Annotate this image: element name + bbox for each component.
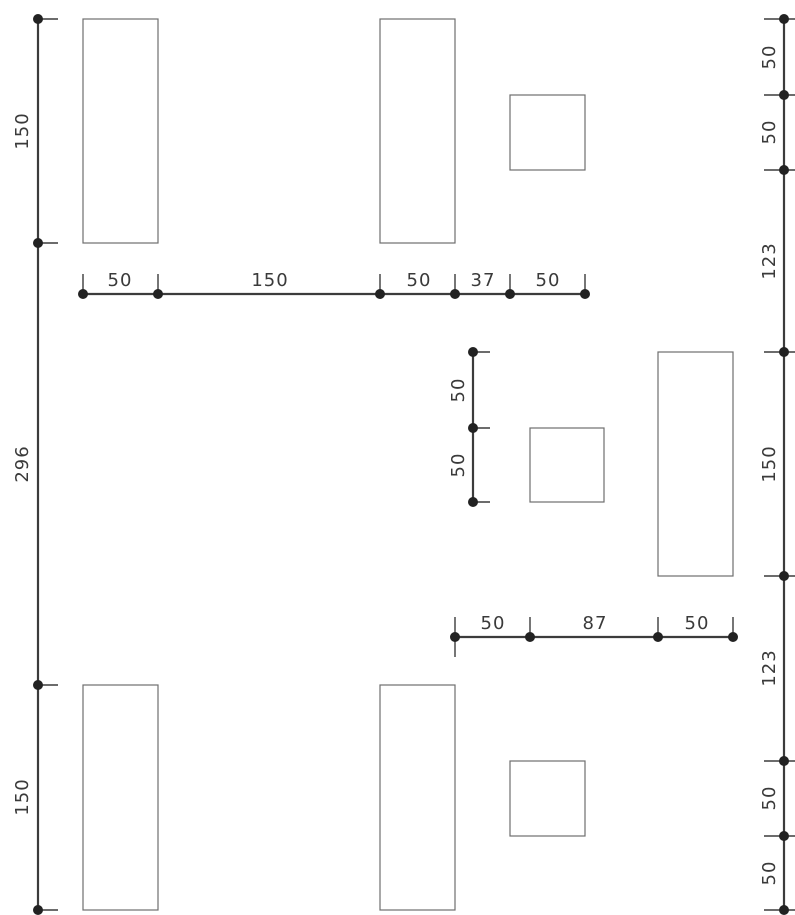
- column-bottom-center: [379, 684, 456, 911]
- dim-right-6: 50: [759, 786, 780, 811]
- dim-top-row-1: 50: [108, 270, 133, 291]
- dim-right-2: 50: [759, 120, 780, 145]
- dim-bottom-row-2: 87: [583, 613, 608, 634]
- dim-left-top: 150: [12, 112, 33, 149]
- dim-top-row-3: 50: [407, 270, 432, 291]
- middle-vertical-dimension-chain: 50 50: [448, 347, 490, 507]
- dim-mid-vertical-1: 50: [448, 378, 469, 403]
- top-row-dimension-chain: 50 150 50 37 50: [78, 270, 590, 299]
- column-top-left: [82, 18, 159, 244]
- dim-bottom-row-1: 50: [481, 613, 506, 634]
- dim-right-3: 123: [759, 242, 780, 279]
- column-top-center: [379, 18, 456, 244]
- column-bottom-left: [82, 684, 159, 911]
- shapes: [82, 18, 734, 911]
- square-bottom-right: [509, 760, 586, 837]
- right-dimension-chain: 50 50 123 150 123 50 50: [759, 14, 795, 915]
- dim-mid-vertical-2: 50: [448, 453, 469, 478]
- dim-right-7: 50: [759, 861, 780, 886]
- dim-right-1: 50: [759, 45, 780, 70]
- left-dimension-chain: 150 296 150: [12, 14, 58, 915]
- dim-top-row-5: 50: [536, 270, 561, 291]
- square-middle: [529, 427, 605, 503]
- dim-right-4: 150: [759, 445, 780, 482]
- dim-bottom-row-3: 50: [685, 613, 710, 634]
- dim-top-row-4: 37: [471, 270, 496, 291]
- dim-left-bottom: 150: [12, 778, 33, 815]
- square-top-right: [509, 94, 586, 171]
- dim-top-row-2: 150: [251, 270, 288, 291]
- column-middle-right: [657, 351, 734, 577]
- dim-right-5: 123: [759, 649, 780, 686]
- bottom-row-dimension-chain: 50 87 50: [450, 613, 738, 657]
- dim-left-middle: 296: [12, 445, 33, 482]
